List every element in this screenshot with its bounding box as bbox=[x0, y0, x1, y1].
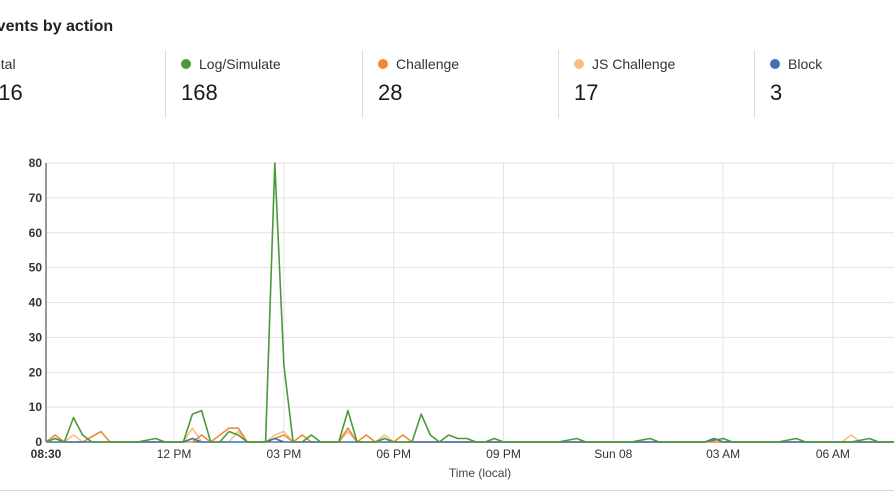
x-tick-label: 06 PM bbox=[376, 447, 411, 461]
y-tick-label: 0 bbox=[35, 435, 42, 449]
stat-log-simulate-label: Log/Simulate bbox=[199, 56, 281, 72]
x-tick-label: 06 AM bbox=[816, 447, 850, 461]
y-tick-label: 20 bbox=[29, 365, 43, 379]
stat-challenge-label: Challenge bbox=[396, 56, 460, 72]
stat-js-challenge-label: JS Challenge bbox=[592, 56, 676, 72]
panel-title: Events by action bbox=[0, 18, 114, 35]
stat-divider bbox=[362, 50, 363, 118]
panel-bottom-border bbox=[0, 490, 894, 491]
chart-series bbox=[45, 162, 894, 443]
stat-total-value: 216 bbox=[0, 80, 23, 105]
challenge-legend-dot bbox=[378, 59, 388, 69]
stat-log-simulate-value: 168 bbox=[181, 80, 218, 105]
stat-divider bbox=[754, 50, 755, 118]
stat-block-label: Block bbox=[788, 56, 823, 72]
js-challenge-legend-dot bbox=[574, 59, 584, 69]
y-tick-label: 50 bbox=[29, 261, 43, 275]
y-tick-label: 30 bbox=[29, 330, 43, 344]
series-line-log-simulate[interactable] bbox=[45, 162, 894, 443]
series-line-block[interactable] bbox=[46, 437, 894, 443]
x-tick-label: 08:30 bbox=[31, 447, 62, 461]
y-tick-label: 60 bbox=[29, 226, 43, 240]
chart-labels: 0 10 20 30 40 50 60 70 80 08:30 12 PM 03 PM 06 PM 09 … bbox=[29, 156, 850, 480]
block-legend-dot bbox=[770, 59, 780, 69]
x-tick-label: 03 AM bbox=[706, 447, 740, 461]
y-tick-label: 70 bbox=[29, 191, 43, 205]
x-tick-label: 03 PM bbox=[267, 447, 302, 461]
stat-divider bbox=[558, 50, 559, 118]
y-tick-label: 10 bbox=[29, 400, 43, 414]
stat-divider bbox=[165, 50, 166, 118]
stat-total-label: Total bbox=[0, 56, 16, 72]
log-simulate-legend-dot bbox=[181, 59, 191, 69]
chart-grid bbox=[46, 162, 894, 443]
stats-bar: Total 216 Log/Simulate 168 Challenge 28 … bbox=[0, 48, 894, 120]
x-tick-label: Sun 08 bbox=[594, 447, 632, 461]
x-tick-label: 12 PM bbox=[157, 447, 192, 461]
stat-challenge-value: 28 bbox=[378, 80, 403, 105]
x-axis-title: Time (local) bbox=[449, 466, 511, 480]
stat-block-value: 3 bbox=[770, 80, 783, 105]
y-tick-label: 40 bbox=[29, 296, 43, 310]
y-tick-label: 80 bbox=[29, 156, 43, 170]
x-tick-label: 09 PM bbox=[486, 447, 521, 461]
stat-js-challenge-value: 17 bbox=[574, 80, 599, 105]
